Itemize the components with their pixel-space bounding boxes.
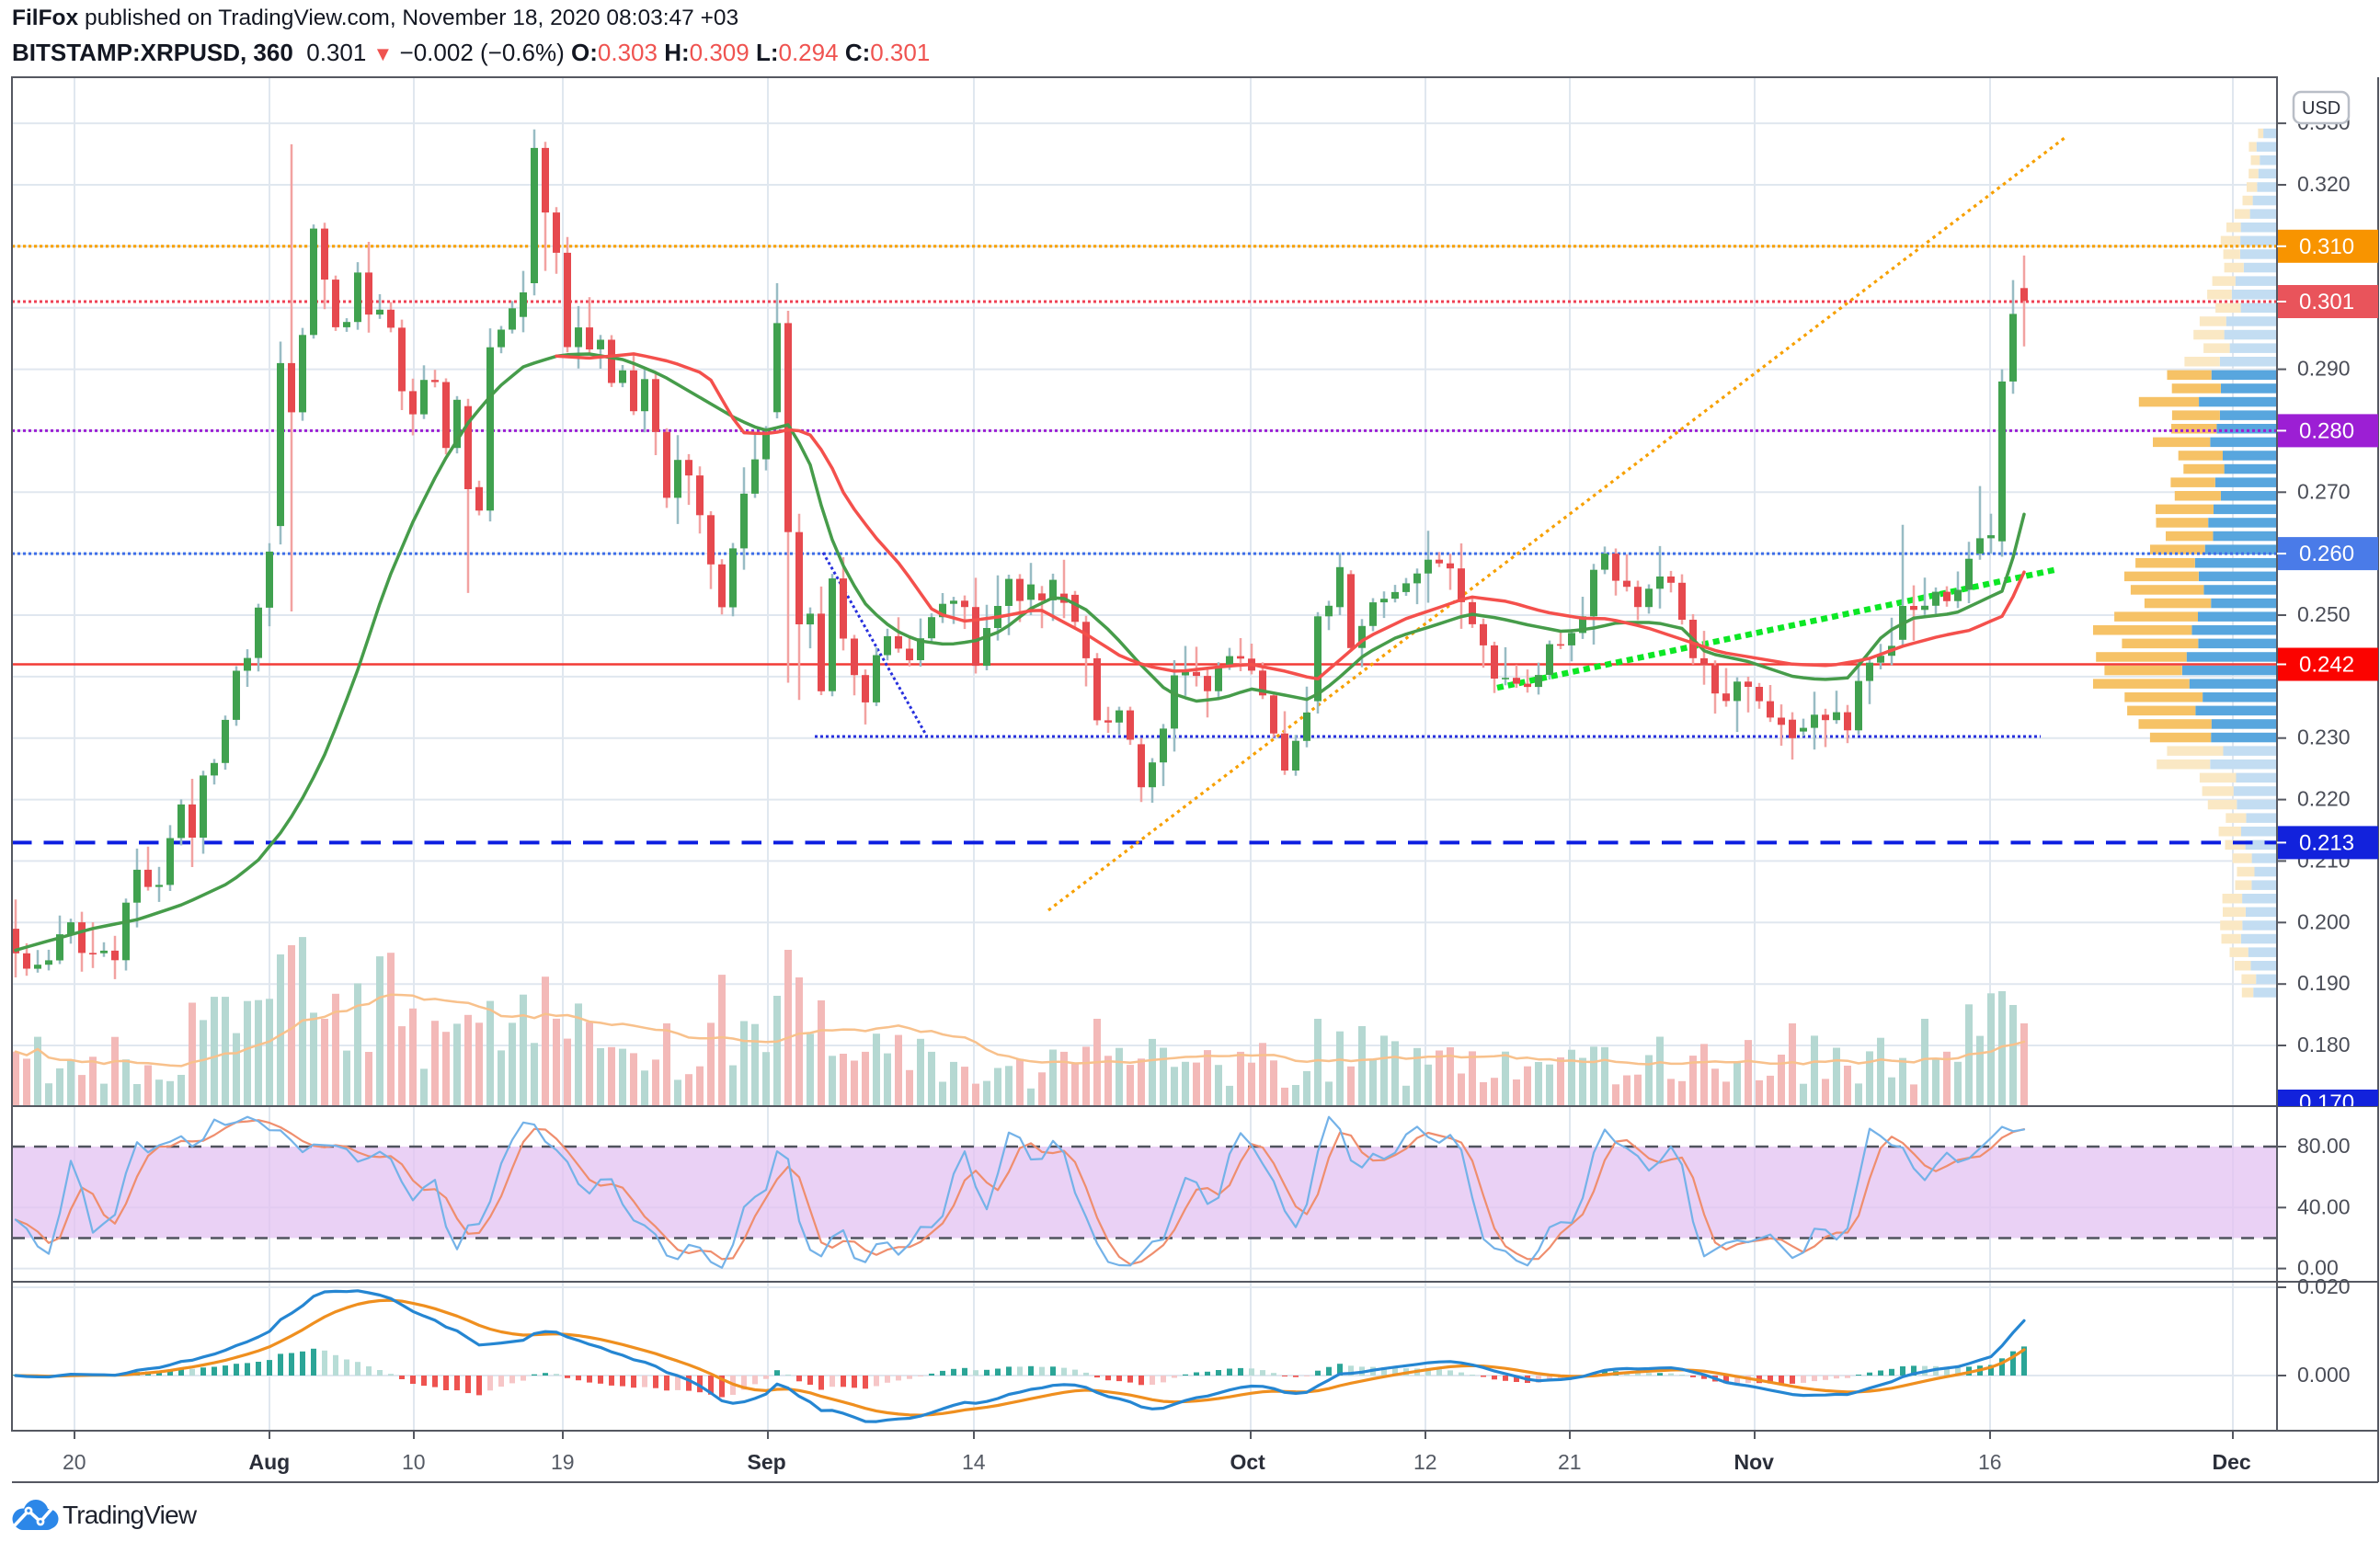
- svg-text:TradingView: TradingView: [63, 1501, 198, 1529]
- svg-text:0.280: 0.280: [2299, 418, 2354, 443]
- svg-text:0.213: 0.213: [2299, 830, 2354, 855]
- svg-text:Nov: Nov: [1734, 1450, 1775, 1474]
- svg-text:21: 21: [1558, 1450, 1582, 1474]
- svg-text:Dec: Dec: [2213, 1450, 2251, 1474]
- svg-text:Sep: Sep: [748, 1450, 786, 1474]
- svg-text:0.200: 0.200: [2297, 909, 2351, 933]
- svg-text:80.00: 80.00: [2297, 1134, 2351, 1158]
- svg-text:20: 20: [63, 1450, 86, 1474]
- svg-text:0.170: 0.170: [2299, 1091, 2354, 1115]
- svg-text:19: 19: [551, 1450, 575, 1474]
- svg-text:0.230: 0.230: [2297, 725, 2351, 749]
- svg-text:0.320: 0.320: [2297, 172, 2351, 196]
- svg-text:0.020: 0.020: [2297, 1274, 2351, 1298]
- svg-text:0.180: 0.180: [2297, 1033, 2351, 1056]
- svg-text:0.301: 0.301: [2299, 290, 2354, 314]
- svg-text:10: 10: [402, 1450, 426, 1474]
- svg-text:0.290: 0.290: [2297, 357, 2351, 381]
- svg-text:0.00: 0.00: [2297, 1256, 2339, 1280]
- svg-text:0.000: 0.000: [2297, 1363, 2351, 1387]
- svg-text:0.310: 0.310: [2299, 234, 2354, 259]
- svg-text:Aug: Aug: [249, 1450, 291, 1474]
- svg-text:0.250: 0.250: [2297, 602, 2351, 626]
- svg-text:0.190: 0.190: [2297, 971, 2351, 995]
- svg-text:0.270: 0.270: [2297, 479, 2351, 503]
- svg-text:40.00: 40.00: [2297, 1194, 2351, 1218]
- svg-text:0.242: 0.242: [2299, 653, 2354, 678]
- svg-text:Oct: Oct: [1230, 1450, 1266, 1474]
- svg-text:0.260: 0.260: [2299, 542, 2354, 566]
- svg-text:12: 12: [1413, 1450, 1437, 1474]
- svg-text:0.220: 0.220: [2297, 787, 2351, 811]
- svg-text:14: 14: [962, 1450, 986, 1474]
- svg-text:16: 16: [1978, 1450, 2002, 1474]
- svg-text:USD: USD: [2302, 98, 2340, 119]
